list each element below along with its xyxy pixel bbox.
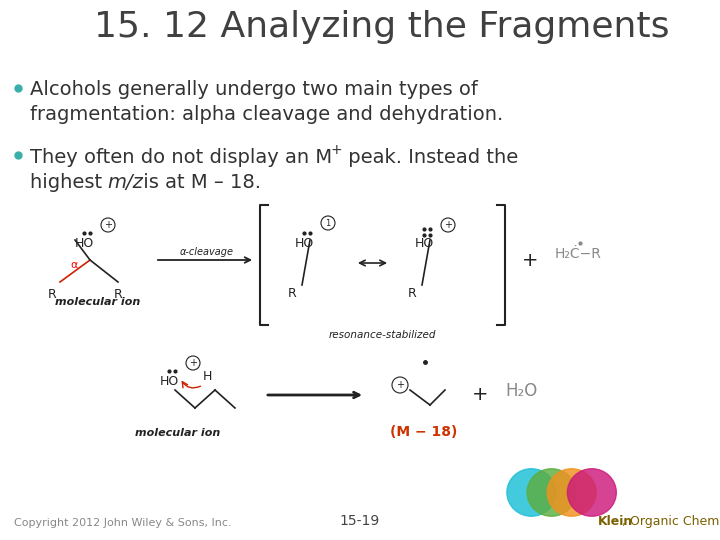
Text: m/z: m/z bbox=[107, 173, 143, 192]
Text: Klein: Klein bbox=[598, 515, 634, 528]
Text: R: R bbox=[114, 288, 122, 301]
Text: +: + bbox=[472, 386, 488, 404]
Ellipse shape bbox=[567, 469, 616, 516]
Text: (M − 18): (M − 18) bbox=[390, 425, 457, 439]
Text: +: + bbox=[522, 251, 539, 269]
Text: peak. Instead the: peak. Instead the bbox=[342, 148, 518, 167]
Text: resonance-stabilized: resonance-stabilized bbox=[328, 330, 436, 340]
Text: HO: HO bbox=[415, 237, 434, 250]
Text: +: + bbox=[444, 220, 452, 230]
Text: molecular ion: molecular ion bbox=[55, 297, 140, 307]
Text: 15. 12 Analyzing the Fragments: 15. 12 Analyzing the Fragments bbox=[94, 10, 670, 44]
Text: H: H bbox=[203, 370, 212, 383]
Text: H₂O: H₂O bbox=[505, 382, 537, 400]
Text: HO: HO bbox=[75, 237, 94, 250]
Text: Alcohols generally undergo two main types of: Alcohols generally undergo two main type… bbox=[30, 80, 478, 99]
Text: +: + bbox=[104, 220, 112, 230]
Text: molecular ion: molecular ion bbox=[135, 428, 220, 438]
Text: Copyright 2012 John Wiley & Sons, Inc.: Copyright 2012 John Wiley & Sons, Inc. bbox=[14, 518, 232, 528]
Text: H₂Ċ−R: H₂Ċ−R bbox=[555, 247, 602, 261]
Text: R: R bbox=[287, 287, 297, 300]
Text: +: + bbox=[330, 143, 341, 157]
Text: They often do not display an M: They often do not display an M bbox=[30, 148, 332, 167]
Text: R: R bbox=[48, 288, 56, 301]
Ellipse shape bbox=[547, 469, 596, 516]
Text: HO: HO bbox=[295, 237, 314, 250]
Ellipse shape bbox=[527, 469, 576, 516]
Text: HO: HO bbox=[160, 375, 179, 388]
Text: 15-19: 15-19 bbox=[340, 514, 380, 528]
Text: α: α bbox=[70, 260, 77, 270]
Text: fragmentation: alpha cleavage and dehydration.: fragmentation: alpha cleavage and dehydr… bbox=[30, 105, 503, 124]
Text: +: + bbox=[189, 358, 197, 368]
Text: 1: 1 bbox=[325, 219, 330, 227]
Ellipse shape bbox=[507, 469, 556, 516]
Text: highest: highest bbox=[30, 173, 109, 192]
Text: , Organic Chemistry 1 e: , Organic Chemistry 1 e bbox=[622, 515, 720, 528]
Text: R: R bbox=[408, 287, 416, 300]
Text: is at M – 18.: is at M – 18. bbox=[137, 173, 261, 192]
Text: α-cleavage: α-cleavage bbox=[180, 247, 234, 257]
Text: +: + bbox=[396, 380, 404, 390]
